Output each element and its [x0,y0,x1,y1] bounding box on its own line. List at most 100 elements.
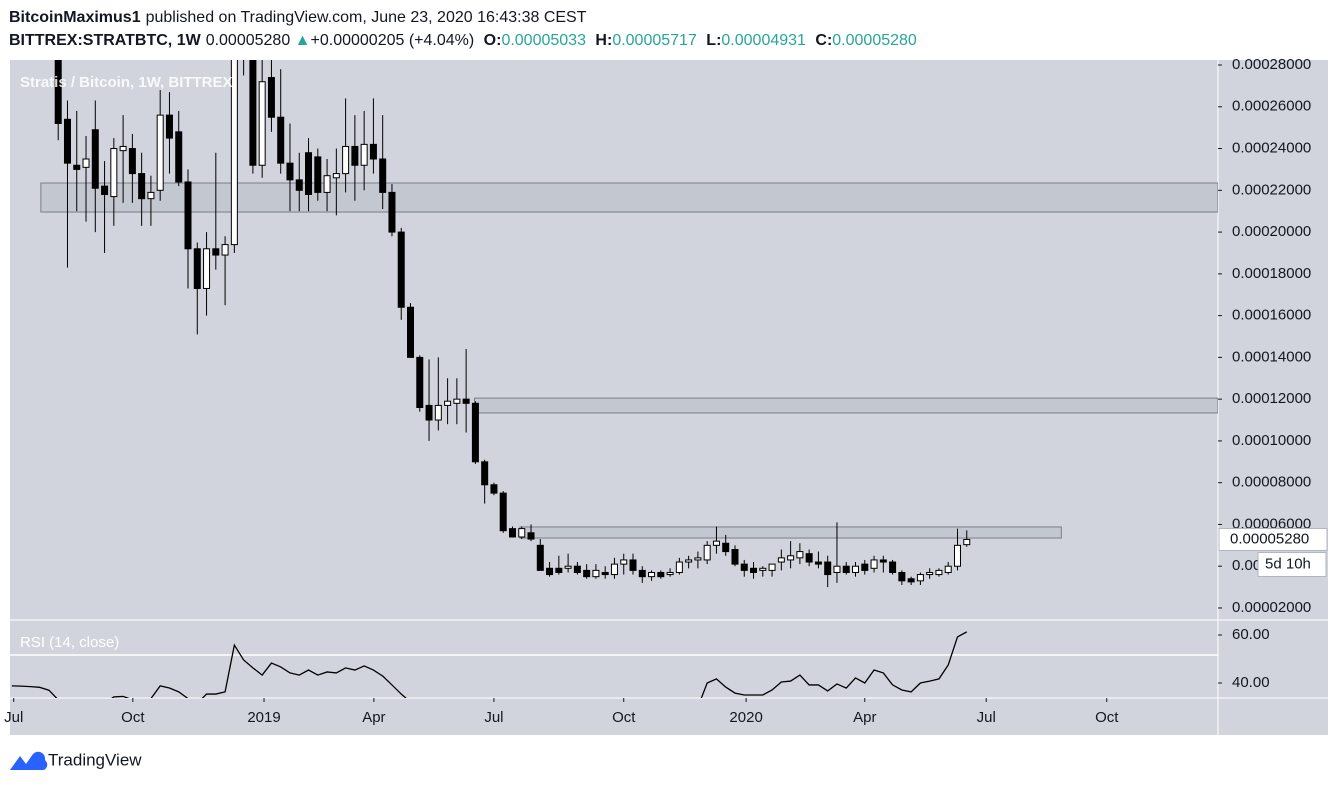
candle-body [314,156,322,193]
candle-body [193,248,201,289]
candle-body [675,561,683,573]
candle-body [203,248,211,289]
y-tick-label: 0.00018000 [1232,265,1311,282]
candle-body [750,567,758,573]
candle-body [944,565,952,573]
y-tick-label: 40.00 [1232,674,1270,691]
candle-body [814,561,822,565]
candle-body [241,23,247,48]
candle-body [601,571,609,576]
candle-body [824,561,832,576]
candle-body [759,567,767,571]
candle-body [128,148,136,175]
candle-body [499,492,507,532]
candle-body [9,13,15,23]
zone [519,526,1062,539]
candle-body [926,571,934,576]
y-tick-label: 0.00016000 [1232,307,1311,324]
candle-body [527,532,535,540]
ohlc-key: L: [706,32,722,49]
y-tick-label: 0.00022000 [1232,181,1311,198]
candle-body [583,569,591,578]
candle-body [889,561,897,573]
y-tick-label: 0.00008000 [1232,474,1311,491]
symbol: BITTREX:STRATBTC, 1W [9,32,201,49]
chart-background [10,60,1328,735]
candle-body [434,404,442,421]
candle-body [564,565,572,569]
y-tick-label: 0.00010000 [1232,432,1311,449]
candle-body [462,398,470,404]
footer-brand: TradingView [48,750,142,769]
candle-body [379,158,387,193]
candle-body [138,173,146,200]
last-price: 0.00005280 [205,32,291,49]
candle-body [323,175,331,193]
y-tick-label: 0.00002000 [1232,599,1311,616]
candle-body [508,528,516,538]
candle-body [165,114,173,139]
candle-body [518,528,526,538]
candle-body [629,559,637,571]
change-arrow: ▲ [294,32,311,49]
candle-body [935,569,943,576]
candle-body [267,77,275,118]
candle-body [46,27,52,44]
candle-body [712,540,720,546]
ohlc-key: C: [815,32,833,49]
publish-line: BitcoinMaximus1 published on TradingView.… [9,6,917,29]
candle-body [870,559,878,569]
candle-body [833,565,841,573]
candle-body [73,164,81,170]
candle-body [805,553,813,563]
candle-body [555,567,563,573]
candle-body [305,152,313,195]
x-tick-label: 2020 [729,709,762,726]
candle-body [82,158,90,168]
candle-body [796,551,804,559]
candle-body [610,563,618,576]
candle-body [286,162,294,181]
candle-body [18,23,24,33]
candle-body [740,563,748,571]
candle-body [119,145,127,152]
x-tick-label: Apr [362,709,385,726]
y-tick-label: 0.00012000 [1232,390,1311,407]
candle-body [768,563,776,571]
candle-body [444,400,452,406]
published: published on TradingView.com, June 23, 2… [145,9,587,26]
x-tick-label: Jul [977,709,996,726]
candle-body [963,538,971,546]
candle-body [249,60,257,166]
candle-body [54,60,62,124]
y-tick-label: 0.00024000 [1232,140,1311,157]
candle-body [295,179,303,191]
candle-body [907,578,915,583]
candle-body [407,306,415,358]
author: BitcoinMaximus1 [9,9,141,26]
last-price-box [1218,527,1328,551]
footer-logo [10,751,48,770]
candle-body [916,574,924,582]
candle-body [184,181,192,250]
candle-body [416,356,424,408]
x-tick-label: 2019 [247,709,280,726]
candle-body [666,571,674,576]
candle-body [638,569,646,578]
axes: 0.000020000.000040000.000060000.00008000… [4,56,1328,726]
candle-body [175,131,183,183]
candle-body [388,191,396,233]
candle-body [546,567,554,576]
candle-body [369,143,377,160]
candle-body [37,27,43,40]
candle-body [342,145,350,175]
candle-body [722,542,730,553]
candle-body [657,571,665,578]
candle-body [536,544,544,571]
candle-body [230,60,238,246]
zone [473,397,1218,414]
candle-body [648,571,656,578]
candle-body [703,544,711,561]
chart-title: Stratis / Bitcoin, 1W, BITTREX [20,74,233,91]
